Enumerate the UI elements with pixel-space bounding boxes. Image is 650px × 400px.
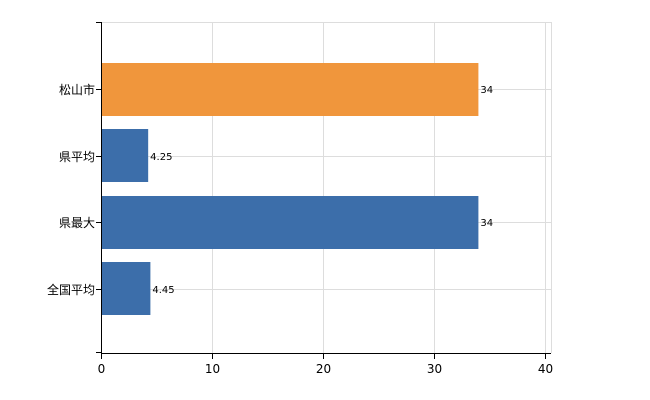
label-layer: 34 松山市 4.25 県平均 34 県最大 4.45 全国平均 0 10 20 30 40 [47, 82, 553, 376]
bar-1 [101, 129, 149, 182]
bar-0 [101, 63, 479, 116]
y-tick-label-2: 県最大 [59, 216, 95, 230]
y-tick-label-0: 松山市 [59, 82, 95, 97]
data-label-0: 34 [480, 85, 493, 96]
y-tick-label-1: 県平均 [59, 150, 95, 164]
x-tick-label-2: 20 [316, 362, 331, 376]
data-label-2: 34 [480, 218, 493, 229]
y-tick-label-3: 全国平均 [47, 282, 95, 297]
data-label-1: 4.25 [150, 152, 172, 163]
bar-layer [101, 63, 479, 315]
axis-layer [96, 22, 551, 359]
bar-3 [101, 262, 151, 315]
x-tick-label-3: 30 [427, 362, 442, 376]
x-tick-label-4: 40 [538, 362, 553, 376]
bar-2 [101, 196, 479, 249]
data-label-3: 4.45 [152, 285, 174, 296]
x-tick-label-0: 0 [98, 362, 106, 376]
x-tick-label-1: 10 [205, 362, 220, 376]
